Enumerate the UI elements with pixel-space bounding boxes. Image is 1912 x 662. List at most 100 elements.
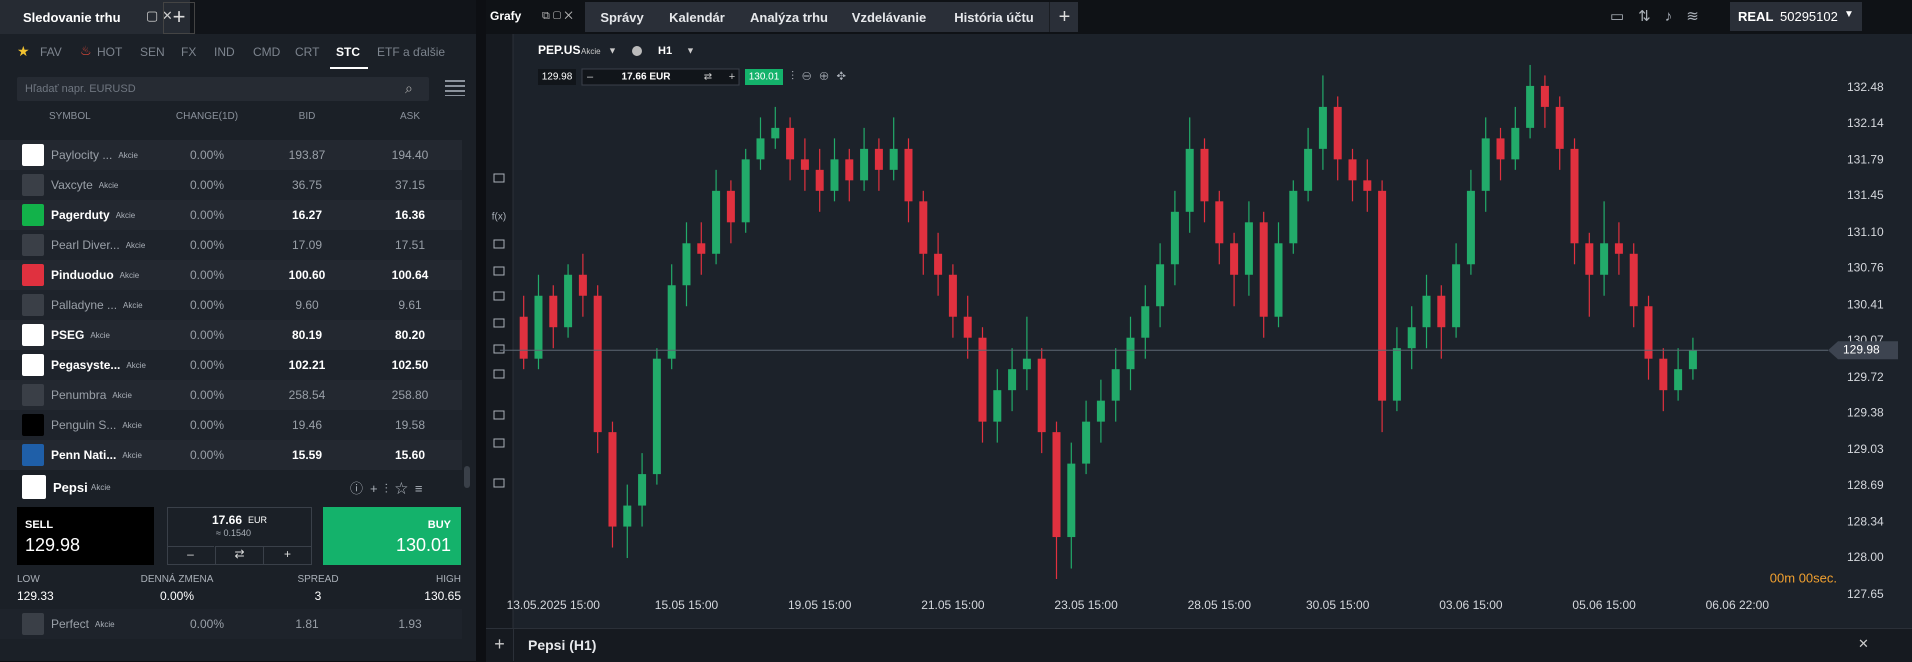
row[interactable]	[0, 200, 462, 230]
footer-bar	[486, 628, 1912, 662]
candle-body	[1555, 106, 1564, 149]
close-chart[interactable]: ✕	[1858, 636, 1869, 651]
caret[interactable]: ▼	[608, 45, 617, 55]
row[interactable]	[0, 410, 462, 440]
category-tab[interactable]: FAV	[40, 45, 62, 59]
watchlist-tab[interactable]	[0, 0, 190, 34]
stat-value: 129.33	[17, 589, 54, 603]
row-actions[interactable]: ⓘ+⫶☆≡	[350, 481, 430, 496]
tool-icon[interactable]	[493, 410, 505, 420]
cell-bid: 19.46	[291, 418, 323, 432]
spread-button[interactable]: –	[167, 546, 214, 564]
x-tick-label: 15.05 15:00	[655, 598, 719, 612]
candle-body	[815, 169, 824, 191]
row[interactable]	[0, 230, 462, 260]
add-tab[interactable]: +	[1049, 2, 1079, 32]
info-icon[interactable]	[632, 46, 642, 56]
cell-change: 0.00%	[189, 238, 225, 252]
category-tab[interactable]: CMD	[253, 45, 281, 59]
timeframe[interactable]: H1	[658, 45, 672, 57]
layout-icon[interactable]	[445, 80, 465, 96]
tool-icon[interactable]	[493, 438, 505, 448]
top-tab[interactable]: História účtu	[954, 10, 1034, 25]
caret[interactable]: ▼	[686, 45, 695, 55]
candle-body	[1170, 211, 1179, 265]
cell-change: 0.00%	[189, 178, 225, 192]
tool-icon[interactable]	[493, 478, 505, 488]
candle-body	[1526, 85, 1535, 128]
add-tab[interactable]: +	[163, 2, 195, 34]
selected-row[interactable]	[0, 471, 462, 503]
category-tab[interactable]: STC	[336, 45, 360, 59]
cell-change: 0.00%	[189, 418, 225, 432]
tool-icon[interactable]	[493, 173, 505, 183]
y-tick-label: 129.38	[1847, 405, 1884, 419]
row[interactable]	[0, 350, 462, 380]
chart-background	[486, 34, 1912, 628]
symbol: PEP.US	[538, 43, 580, 57]
window-icons[interactable]: ⧉ ▢ ✕	[542, 10, 573, 22]
account-box[interactable]	[1730, 2, 1862, 31]
candle-body	[1674, 369, 1683, 391]
minus[interactable]: –	[587, 71, 594, 83]
category-tab[interactable]: IND	[214, 45, 235, 59]
row[interactable]	[0, 260, 462, 290]
swap[interactable]: ⇄	[704, 72, 712, 83]
category-tab[interactable]: SEN	[140, 45, 165, 59]
cell-change: 0.00%	[189, 208, 225, 222]
top-tab[interactable]: Vzdelávanie	[851, 10, 927, 25]
bid: 129.98	[542, 72, 573, 83]
sell-button[interactable]	[17, 507, 154, 565]
search-icon: ⌕	[405, 80, 413, 96]
category-tab[interactable]: FX	[181, 45, 197, 59]
candle-body	[564, 274, 573, 328]
window-icons[interactable]: ▢ ✕	[146, 8, 173, 23]
row[interactable]	[0, 609, 462, 639]
cell-ask: 19.58	[394, 418, 426, 432]
cell-bid: 100.60	[288, 268, 326, 282]
plus[interactable]: +	[729, 71, 735, 83]
tool-icon[interactable]	[493, 239, 505, 249]
tool-icon[interactable]	[493, 266, 505, 276]
buy-button[interactable]	[323, 507, 461, 565]
menu[interactable]: Grafy	[490, 9, 522, 23]
row[interactable]	[0, 440, 462, 470]
symbol-icon	[22, 264, 44, 286]
symbol-name: Vaxcyte	[51, 178, 93, 192]
spread-button[interactable]: +	[263, 546, 311, 564]
candle-body	[1126, 337, 1135, 370]
stat-value: 3	[314, 589, 322, 603]
top-tab[interactable]: Analýza trhu	[749, 10, 828, 25]
row[interactable]	[0, 140, 462, 170]
x-tick-label: 13.05.2025 15:00	[507, 598, 601, 612]
tool-icon[interactable]	[493, 369, 505, 379]
spread-button[interactable]: ⇄	[215, 546, 263, 564]
row[interactable]	[0, 380, 462, 410]
candle-body	[667, 285, 676, 359]
search-box[interactable]	[17, 77, 429, 101]
row[interactable]	[0, 320, 462, 350]
add-chart[interactable]: +	[486, 629, 514, 661]
chart-tools[interactable]: ⫶⊖⊕✥	[791, 69, 854, 83]
category-tab[interactable]: CRT	[295, 45, 320, 59]
candle-body	[1111, 369, 1120, 401]
top-tab[interactable]: Kalendár	[669, 10, 725, 25]
candle-body	[1289, 190, 1298, 244]
row[interactable]	[0, 170, 462, 200]
symbol-icon	[22, 324, 44, 346]
tool-icon[interactable]	[493, 291, 505, 301]
tool-icon[interactable]	[493, 344, 505, 354]
category-tab[interactable]: ETF a ďalšie	[377, 45, 446, 59]
sell-price: 129.98	[25, 535, 81, 555]
category-tab[interactable]: HOT	[97, 45, 123, 59]
selected-type: Akcie	[91, 483, 111, 492]
tool-fx[interactable]: f(x)	[492, 212, 506, 223]
tool-icon[interactable]	[493, 318, 505, 328]
footer-title: Pepsi (H1)	[528, 637, 597, 653]
row[interactable]	[0, 290, 462, 320]
candle-body	[1318, 106, 1327, 149]
status-icons[interactable]: ▭⇅♪≋	[1610, 8, 1713, 25]
top-tab[interactable]: Správy	[600, 10, 644, 25]
symbol-name: Penn Nati...	[51, 448, 117, 462]
buy-price: 130.01	[395, 535, 451, 555]
